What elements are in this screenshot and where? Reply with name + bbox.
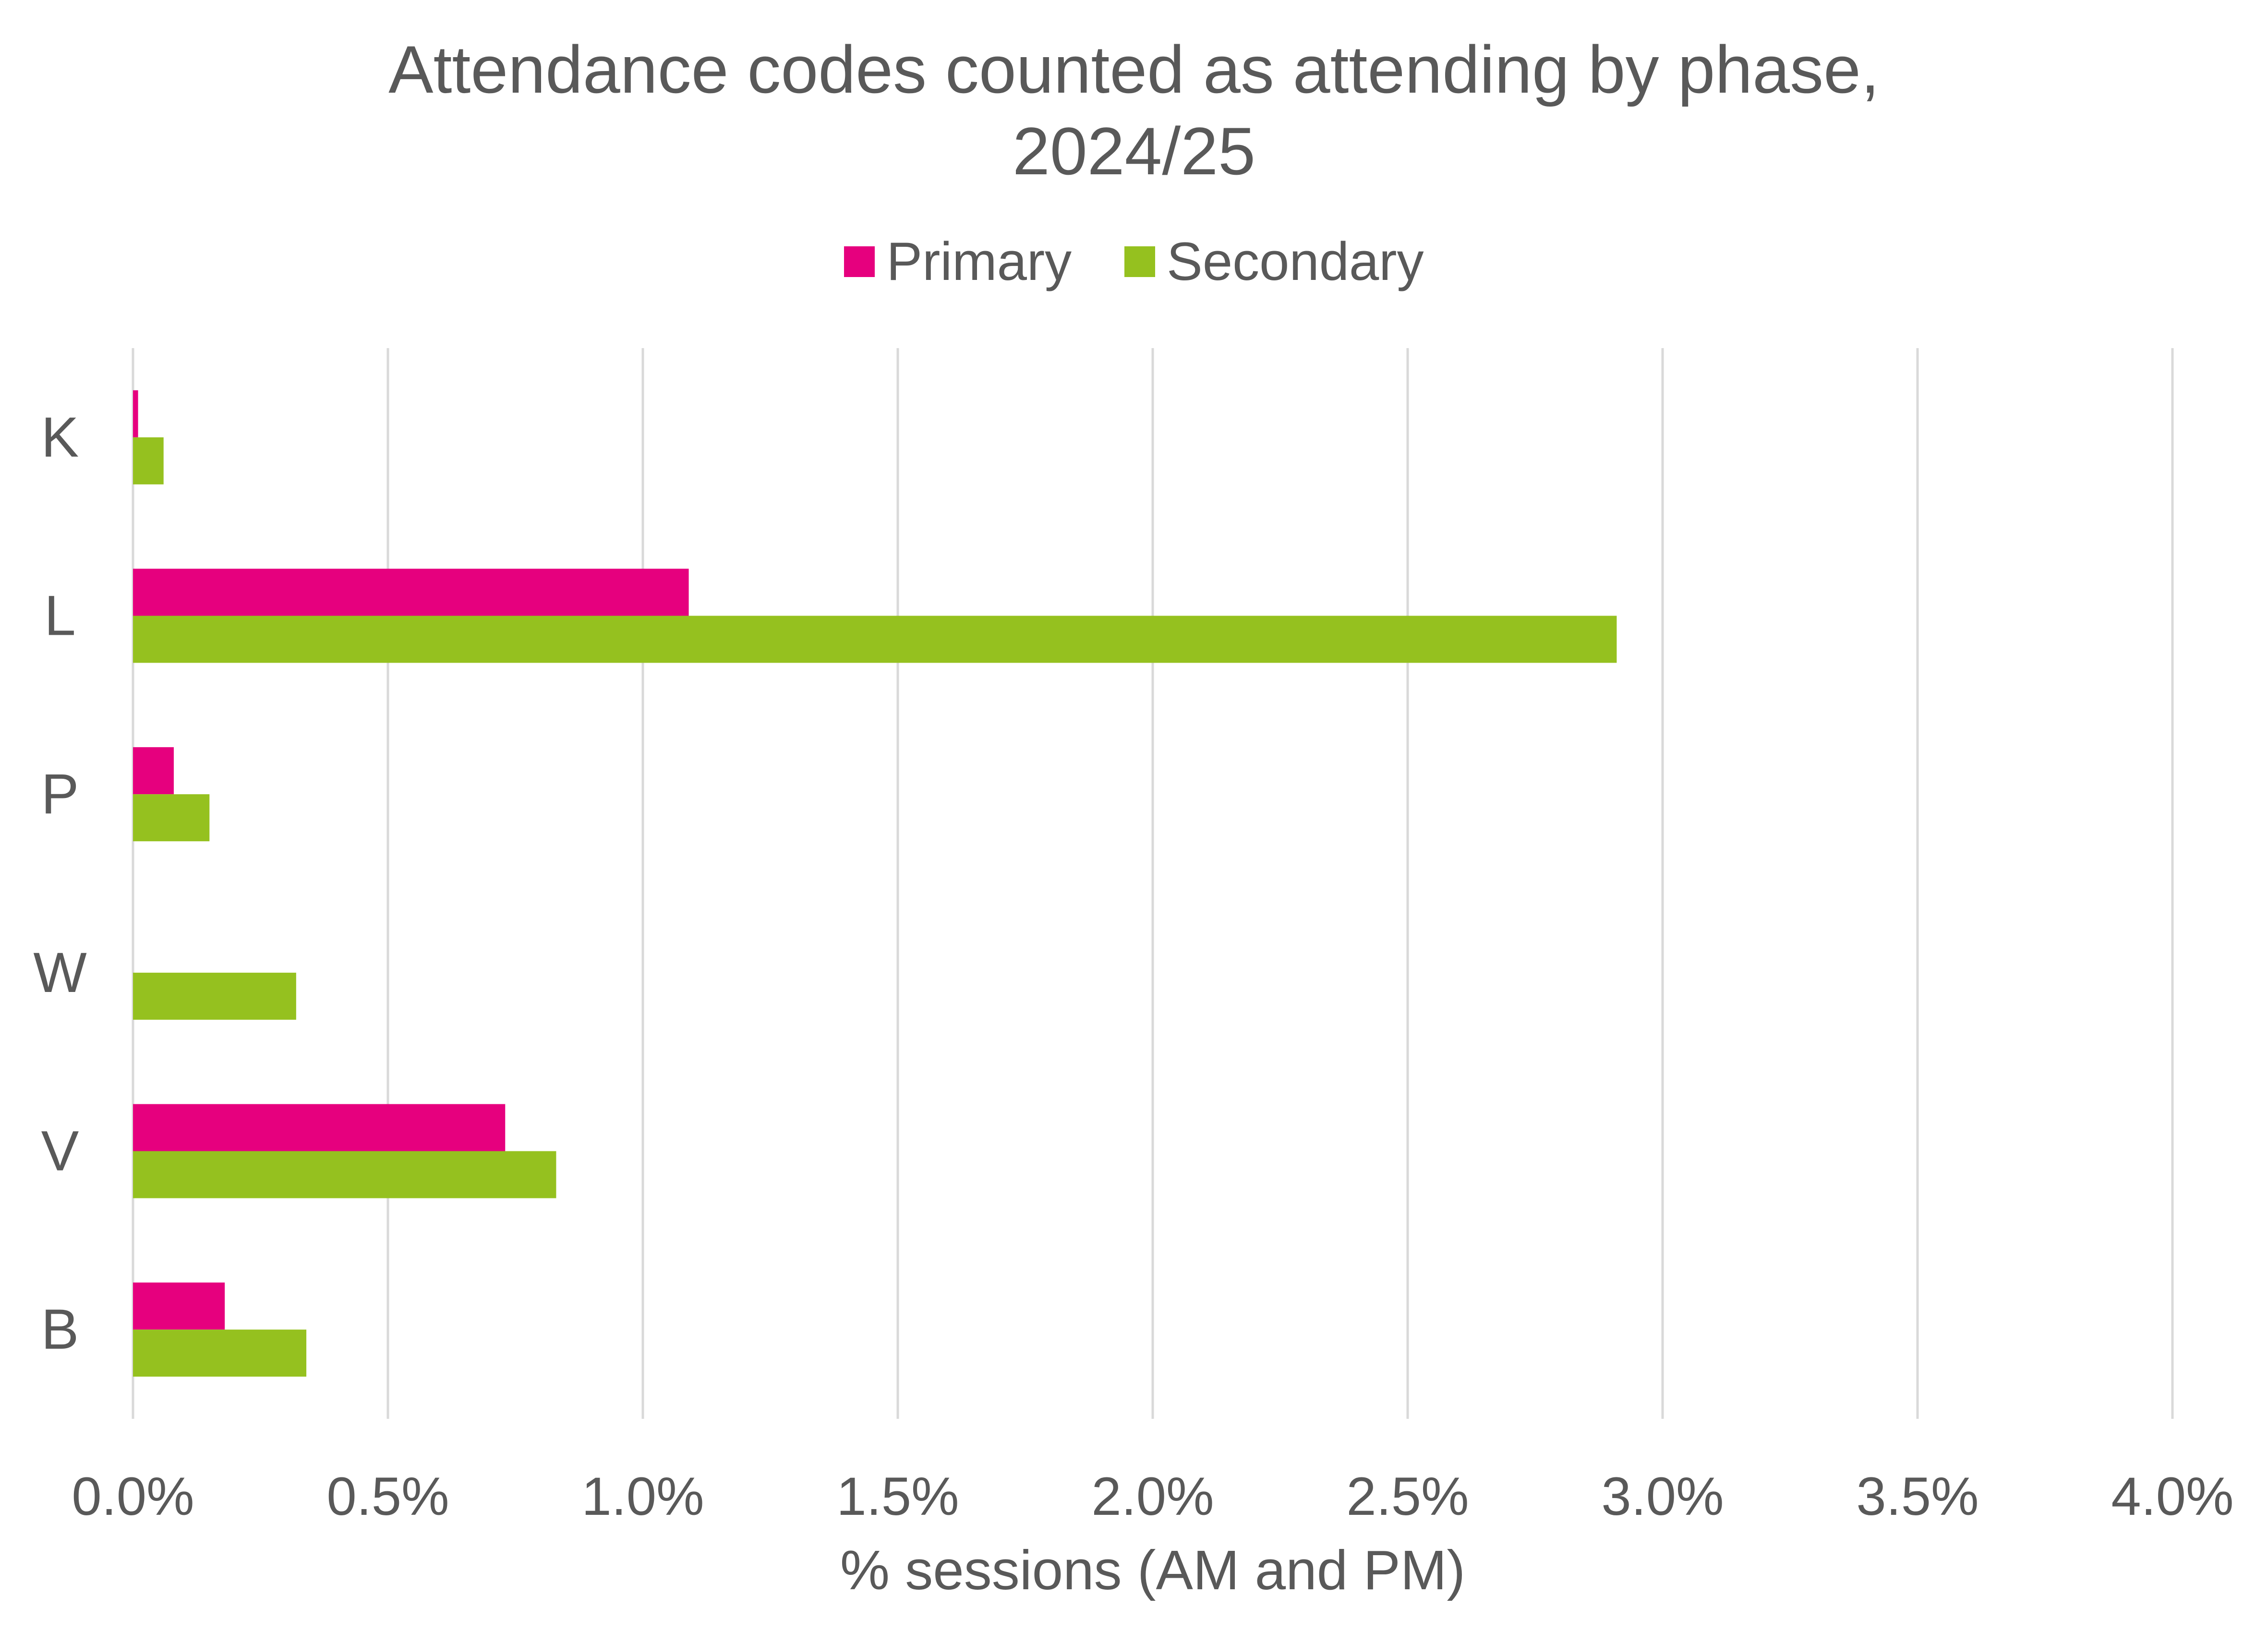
bar-secondary-p <box>133 794 210 842</box>
bar-secondary-w <box>133 972 296 1020</box>
gridlines <box>132 348 2174 1419</box>
bar-primary-p <box>133 747 174 795</box>
legend-item-primary: Primary <box>844 230 1072 292</box>
y-tick-label: B <box>41 1298 79 1361</box>
legend-swatch-primary <box>844 246 875 277</box>
bar-secondary-b <box>133 1330 307 1377</box>
x-tick-label: 1.0% <box>581 1466 704 1526</box>
chart-title-line-2: 2024/25 <box>1012 113 1256 189</box>
y-axis-labels: K L P W V B <box>33 406 86 1361</box>
chart-title: Attendance codes counted as attending by… <box>0 29 2268 192</box>
x-tick-label: 2.5% <box>1346 1466 1469 1526</box>
bar-primary-k <box>133 390 138 437</box>
y-tick-label: K <box>41 406 79 469</box>
legend-item-secondary: Secondary <box>1124 230 1424 292</box>
bar-primary-l <box>133 568 689 616</box>
y-tick-label: L <box>44 584 76 648</box>
legend-swatch-secondary <box>1124 246 1156 277</box>
bars <box>133 390 1617 1377</box>
x-tick-label: 3.0% <box>1601 1466 1724 1526</box>
legend-label-secondary: Secondary <box>1167 231 1424 291</box>
x-tick-label: 0.5% <box>326 1466 449 1526</box>
chart-title-line-1: Attendance codes counted as attending by… <box>388 32 1880 107</box>
bar-primary-v <box>133 1104 506 1151</box>
y-tick-label: P <box>41 762 79 826</box>
y-tick-label: W <box>33 941 86 1004</box>
x-tick-label: 2.0% <box>1091 1466 1214 1526</box>
x-axis-title: % sessions (AM and PM) <box>840 1539 1465 1601</box>
bar-secondary-l <box>133 616 1617 663</box>
y-tick-label: V <box>41 1120 79 1183</box>
x-axis-labels: 0.0% 0.5% 1.0% 1.5% 2.0% 2.5% 3.0% 3.5% 4.0% <box>72 1466 2233 1526</box>
bar-secondary-v <box>133 1151 556 1198</box>
legend: Primary Secondary <box>0 230 2268 292</box>
x-tick-label: 4.0% <box>2111 1466 2233 1526</box>
x-tick-label: 0.0% <box>72 1466 194 1526</box>
x-tick-label: 1.5% <box>836 1466 959 1526</box>
bar-secondary-k <box>133 437 164 484</box>
x-tick-label: 3.5% <box>1856 1466 1978 1526</box>
legend-label-primary: Primary <box>886 231 1072 291</box>
bar-primary-b <box>133 1282 225 1330</box>
